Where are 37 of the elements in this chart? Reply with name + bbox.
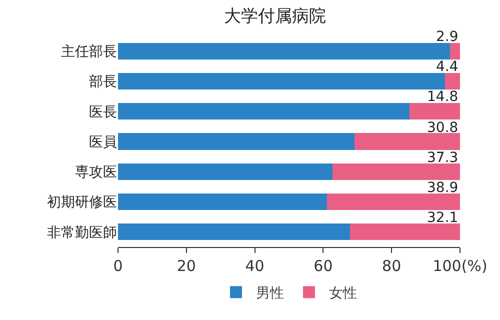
x-tick-label: 60 xyxy=(314,257,333,275)
x-tick-label: 20 xyxy=(176,257,196,275)
data-label: 4.4 xyxy=(436,59,458,75)
bar xyxy=(118,224,350,240)
x-tick-label: 40 xyxy=(245,257,264,275)
y-tick-label: 医長 xyxy=(89,104,117,120)
bar xyxy=(118,194,327,210)
bar xyxy=(118,103,410,120)
bar xyxy=(118,72,445,90)
data-label: 2.9 xyxy=(436,29,458,45)
data-label: 32.1 xyxy=(427,210,458,226)
bar xyxy=(326,194,460,210)
data-label: 14.8 xyxy=(427,89,458,105)
bar xyxy=(332,163,460,180)
y-tick-label: 初期研修医 xyxy=(47,194,117,211)
y-tick-label: 専攻医 xyxy=(75,164,117,181)
data-label: 37.3 xyxy=(427,150,458,166)
bar xyxy=(118,133,355,150)
legend-label: 男性 xyxy=(256,286,284,302)
bar xyxy=(354,133,460,150)
x-tick-label: 0 xyxy=(113,257,123,275)
y-tick-label: 部長 xyxy=(89,74,117,90)
x-tick-label: 80 xyxy=(382,257,402,275)
data-label: 30.8 xyxy=(427,120,458,136)
chart-title: 大学付属病院 xyxy=(224,6,326,26)
bar xyxy=(350,224,460,240)
bar xyxy=(409,103,460,120)
y-tick-label: 医員 xyxy=(89,134,117,150)
bar xyxy=(118,163,332,180)
bar xyxy=(450,42,460,60)
x-tick-label: 100(%) xyxy=(432,257,488,275)
bar xyxy=(118,42,450,60)
legend-label: 女性 xyxy=(329,286,357,302)
y-tick-label: 主任部長 xyxy=(61,44,117,60)
data-label: 38.9 xyxy=(427,180,458,196)
bar xyxy=(444,72,460,90)
y-tick-label: 非常勤医師 xyxy=(47,224,117,241)
